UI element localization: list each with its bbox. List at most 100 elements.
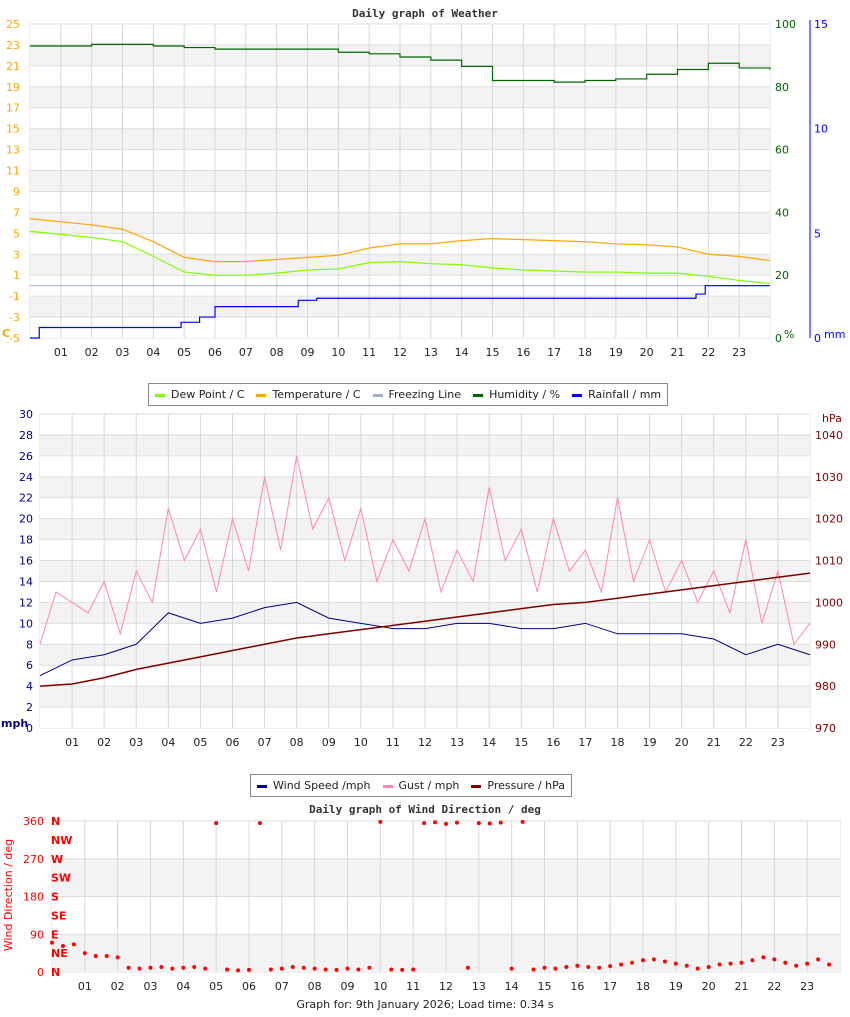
y-right-humidity-tick: 40 — [775, 206, 789, 219]
y-left-unit: mph — [1, 717, 28, 730]
y-left-tick: 5 — [13, 227, 20, 240]
y-left-tick: -3 — [9, 311, 20, 324]
x-tick-label: 13 — [472, 980, 486, 993]
x-tick-label: 19 — [609, 346, 623, 359]
legend-item: Dew Point / C — [155, 388, 244, 401]
y-left-tick: -1 — [9, 290, 20, 303]
y-left-tick: 15 — [6, 123, 20, 136]
y-right-tick: 970 — [815, 722, 836, 735]
x-tick-label: 19 — [643, 736, 657, 749]
wind-direction-point — [159, 964, 164, 969]
x-tick-label: 14 — [455, 346, 469, 359]
y-tick: 180 — [23, 891, 44, 904]
x-tick-label: 12 — [393, 346, 407, 359]
y-left-tick: 20 — [19, 513, 33, 526]
wind-direction-point — [783, 960, 788, 965]
x-tick-label: 22 — [739, 736, 753, 749]
wind-direction-point — [728, 961, 733, 966]
x-tick-label: 01 — [78, 980, 92, 993]
wind-direction-point — [575, 963, 580, 968]
wind-direction-point — [739, 960, 744, 965]
wind-direction-point — [772, 957, 777, 962]
legend-label: Temperature / C — [272, 388, 361, 401]
wind-direction-point — [301, 965, 306, 970]
x-tick-label: 04 — [161, 736, 175, 749]
x-tick-label: 10 — [373, 980, 387, 993]
wind-direction-point — [422, 821, 427, 826]
x-tick-label: 11 — [406, 980, 420, 993]
wind-direction-point — [60, 943, 65, 948]
wind-direction-point — [71, 942, 76, 947]
wind-direction-point — [531, 967, 536, 972]
legend-label: Gust / mph — [398, 779, 460, 792]
compass-label: NE — [51, 947, 68, 960]
x-tick-label: 06 — [242, 980, 256, 993]
y-left-tick: 8 — [26, 638, 33, 651]
y-tick: 0 — [37, 966, 44, 979]
wind-direction-point — [312, 966, 317, 971]
dew-point-line — [29, 230, 771, 285]
y-right-rain-tick: 0 — [814, 332, 821, 345]
x-tick-label: 02 — [85, 346, 99, 359]
wind-direction-point — [345, 966, 350, 971]
wind-direction-point — [706, 964, 711, 969]
wind-direction-point — [662, 959, 667, 964]
wind-direction-point — [586, 964, 591, 969]
y-left-tick: 0 — [26, 722, 33, 735]
compass-label: S — [51, 891, 59, 904]
x-tick-label: 16 — [546, 736, 560, 749]
legend-swatch — [256, 393, 267, 397]
y-right-tick: 1020 — [815, 513, 843, 526]
wind-chart: 01 02 03 04 05 06 07 08 09 10 11 12 13 14 15 16 17 18 19 20… — [1, 408, 843, 749]
wind-direction-point — [170, 966, 175, 971]
x-tick-label: 13 — [424, 346, 438, 359]
x-tick-label: 23 — [800, 980, 814, 993]
x-tick-label: 15 — [514, 736, 528, 749]
wind-direction-point — [356, 967, 361, 972]
y-right-humidity-tick: 0 — [775, 332, 782, 345]
chart-title: Daily graph of Weather — [352, 7, 498, 20]
y-right-humidity-tick: 20 — [775, 269, 789, 282]
y-left-tick: 17 — [6, 102, 20, 115]
y-right-tick: 1010 — [815, 555, 843, 568]
legend-item: Humidity / % — [473, 388, 560, 401]
compass-label: W — [51, 853, 63, 866]
y-right-rain-tick: 10 — [814, 123, 828, 136]
x-tick-label: 20 — [640, 346, 654, 359]
wind-direction-point — [794, 963, 799, 968]
x-tick-label: 05 — [209, 980, 223, 993]
legend-label: Wind Speed /mph — [273, 779, 371, 792]
x-tick-label: 20 — [675, 736, 689, 749]
x-tick-label: 21 — [671, 346, 685, 359]
y-right-rain-tick: 15 — [814, 18, 828, 31]
wind-direction-point — [279, 966, 284, 971]
wind-direction-point — [717, 962, 722, 967]
x-tick-label: 18 — [636, 980, 650, 993]
legend-label: Freezing Line — [388, 388, 462, 401]
legend-swatch — [471, 784, 482, 788]
y-right-humidity-tick: 100 — [775, 18, 796, 31]
wind-direction-point — [816, 957, 821, 962]
wind-direction-point — [630, 960, 635, 965]
wind-direction-point — [553, 966, 558, 971]
wind-direction-point — [444, 821, 448, 826]
legend-swatch — [155, 393, 165, 397]
wind-direction-point — [520, 819, 525, 824]
y-right-tick: 990 — [815, 638, 836, 651]
wind-direction-point — [542, 965, 547, 970]
y-left-tick: 7 — [13, 206, 20, 219]
legend-item: Gust / mph — [382, 779, 460, 792]
compass-label: N — [51, 966, 60, 979]
x-tick-label: 18 — [611, 736, 625, 749]
legend-item: Temperature / C — [256, 388, 361, 401]
wind-direction-point — [684, 963, 689, 968]
compass-label: SE — [51, 909, 66, 922]
x-tick-label: 19 — [669, 980, 683, 993]
y-left-tick: 24 — [19, 471, 33, 484]
x-tick-label: 18 — [578, 346, 592, 359]
y-axis-label: Wind Direction / deg — [2, 839, 15, 951]
x-tick-label: 10 — [331, 346, 345, 359]
x-tick-label: 01 — [65, 736, 79, 749]
weather-legend: Dew Point / C Temperature / C Freezing Lin… — [148, 383, 669, 406]
